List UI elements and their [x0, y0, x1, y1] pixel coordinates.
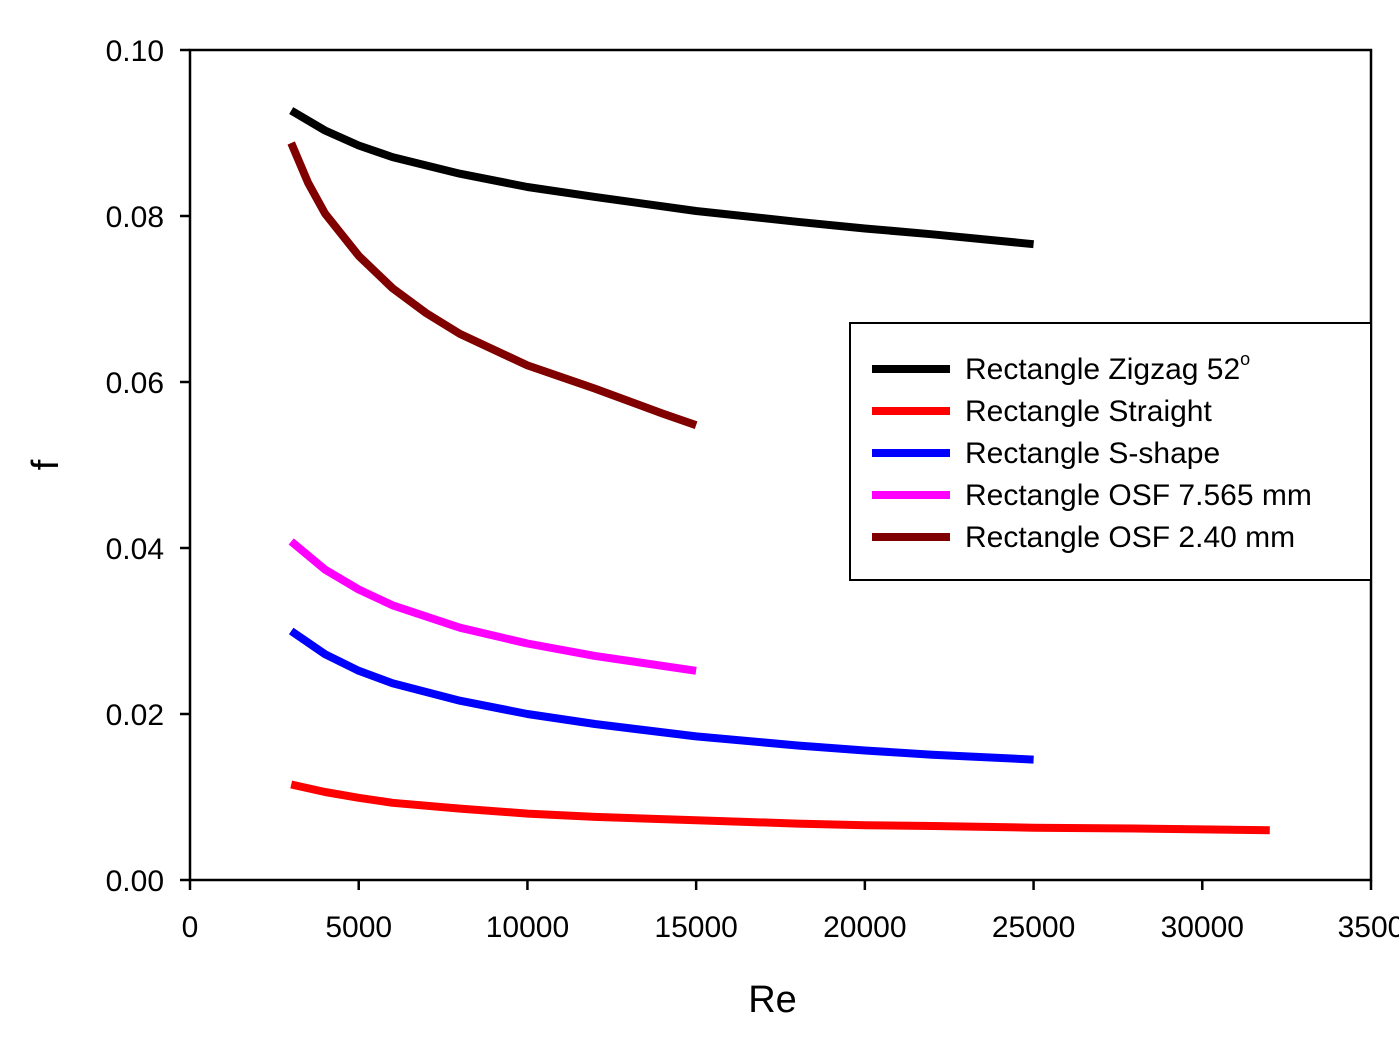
series-line-4 — [288, 538, 697, 675]
series-layer — [287, 107, 1270, 835]
y-tick-label: 0.00 — [106, 865, 164, 898]
x-tick-label: 15000 — [654, 911, 737, 944]
series-line-3 — [288, 627, 1034, 764]
series-line-5 — [287, 141, 698, 429]
y-tick-label: 0.10 — [106, 35, 164, 68]
x-axis: 0 5000 10000 15000 20000 25000 30000 3500 — [182, 880, 1399, 944]
y-axis: 0.00 0.02 0.04 0.06 0.08 0.10 — [106, 35, 190, 898]
x-axis-title: Re — [748, 979, 797, 1021]
x-tick-label: 0 — [182, 911, 199, 944]
series-line-2 — [290, 780, 1270, 835]
legend-label-5: Rectangle OSF 2.40 mm — [965, 521, 1295, 554]
x-tick-label: 25000 — [992, 911, 1075, 944]
legend-label-text: Rectangle Straight — [965, 395, 1212, 428]
series-line-1 — [289, 107, 1034, 249]
legend-label-2: Rectangle Straight — [965, 395, 1212, 428]
legend-label-text: Rectangle S-shape — [965, 437, 1220, 470]
legend-label-4: Rectangle OSF 7.565 mm — [965, 479, 1312, 512]
y-tick-label: 0.06 — [106, 367, 164, 400]
x-tick-label: 30000 — [1161, 911, 1244, 944]
x-tick-label: 10000 — [486, 911, 569, 944]
y-axis-title: f — [25, 459, 67, 470]
y-tick-label: 0.08 — [106, 201, 164, 234]
y-tick-label: 0.02 — [106, 699, 164, 732]
legend: Rectangle Zigzag 52o Rectangle Straight Re… — [849, 322, 1372, 581]
y-tick-label: 0.04 — [106, 533, 164, 566]
legend-label-text: Rectangle OSF 7.565 mm — [965, 479, 1312, 512]
legend-label-1: Rectangle Zigzag 52o — [965, 349, 1250, 386]
legend-label-superscript: o — [1240, 349, 1250, 369]
plot-area — [188, 48, 1373, 882]
x-tick-label: 20000 — [823, 911, 906, 944]
legend-label-text: Rectangle Zigzag 52 — [965, 353, 1240, 386]
x-tick-label: 5000 — [325, 911, 392, 944]
legend-label-text: Rectangle OSF 2.40 mm — [965, 521, 1295, 554]
legend-label-3: Rectangle S-shape — [965, 437, 1220, 470]
x-tick-label: 3500 — [1338, 911, 1399, 944]
